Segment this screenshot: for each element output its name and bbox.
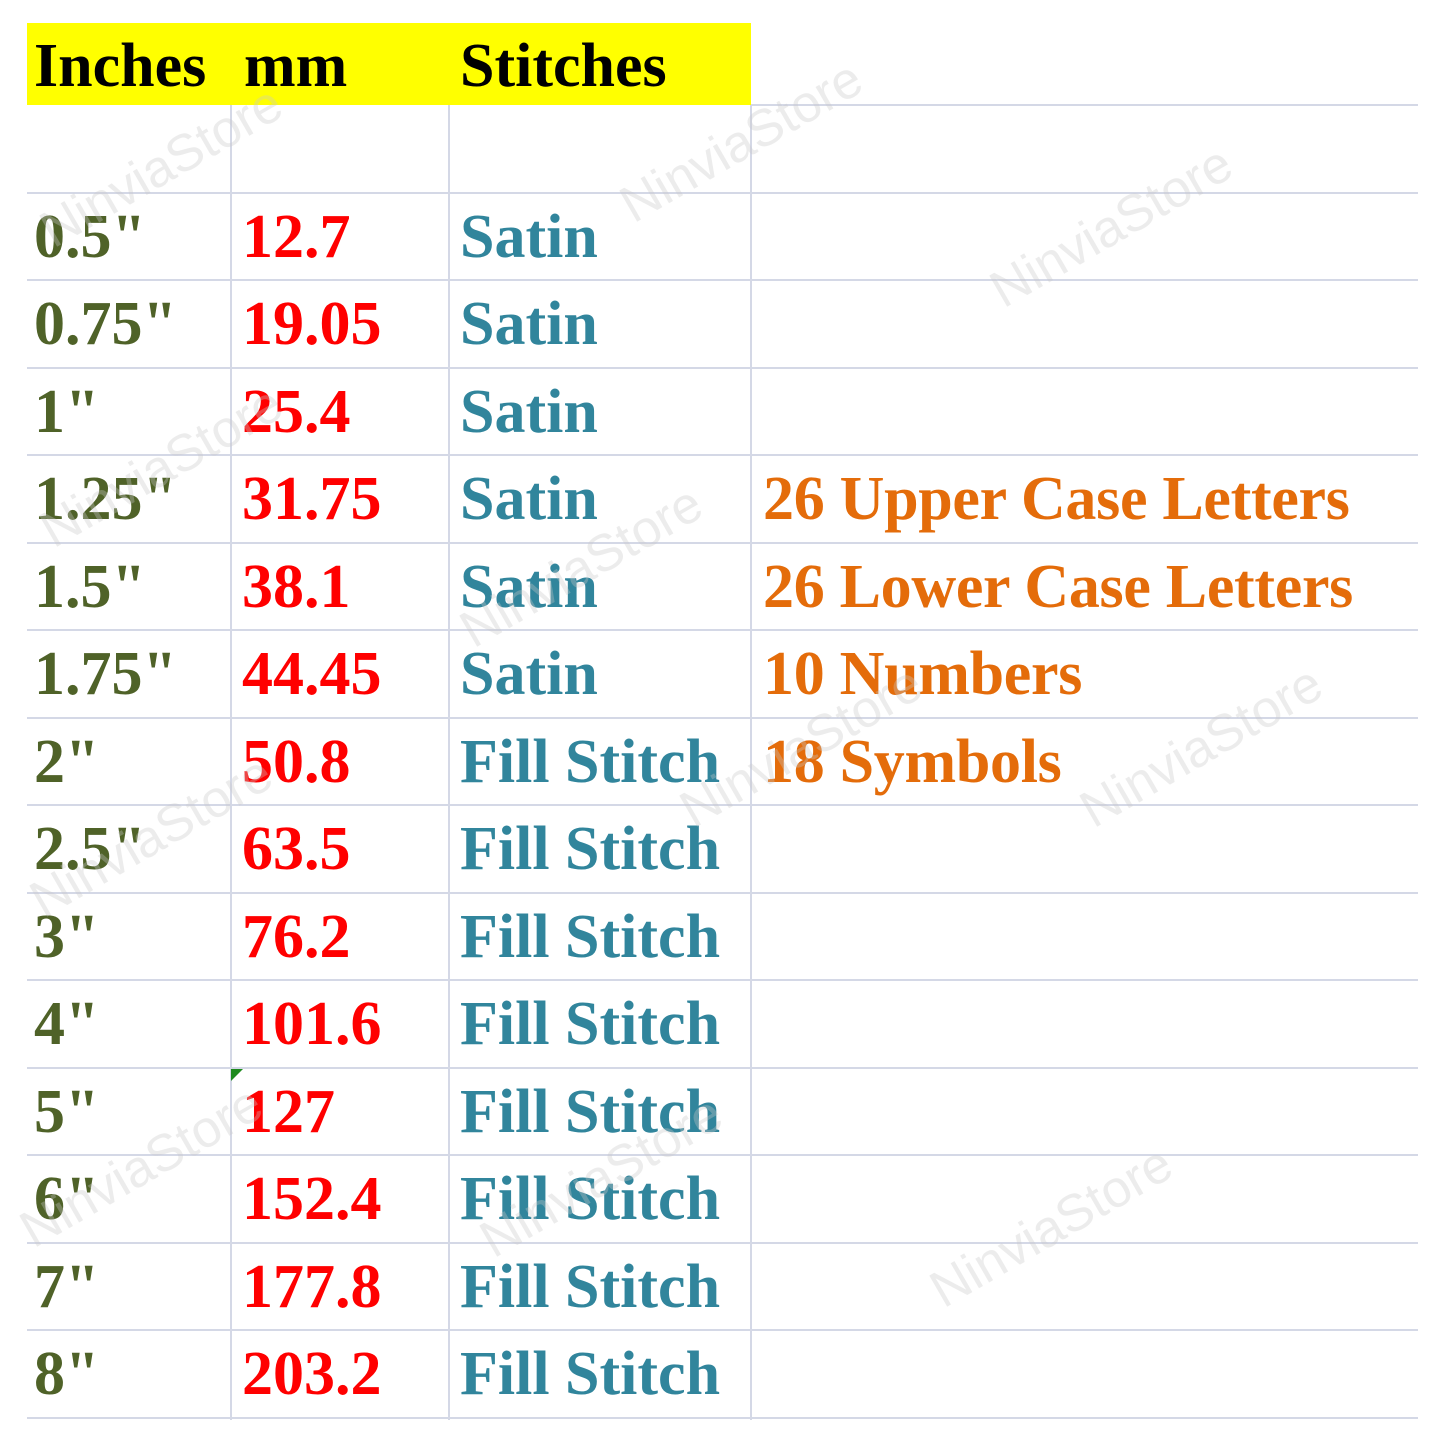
stitch-type-cell: Fill Stitch — [460, 815, 721, 883]
stitch-type-cell: Satin — [460, 290, 598, 358]
stitch-type-cell: Satin — [460, 465, 598, 533]
inches-cell: 4" — [34, 990, 100, 1058]
inches-cell: 7" — [34, 1252, 100, 1321]
row-divider — [27, 716, 1418, 719]
inches-cell: 2" — [34, 727, 100, 796]
stitch-type-cell: Satin — [460, 377, 598, 446]
row-divider — [27, 1154, 1418, 1156]
inches-cell: 0.75" — [34, 290, 177, 358]
notes-cell: 18 Symbols — [763, 727, 1062, 796]
row-divider — [27, 1416, 1418, 1419]
mm-cell: 76.2 — [242, 902, 351, 971]
stitch-type-cell: Fill Stitch — [460, 727, 721, 796]
mm-cell: 50.8 — [242, 727, 351, 796]
inches-cell: 1.25" — [34, 465, 177, 533]
row-divider — [27, 891, 1418, 894]
inches-cell: 5" — [34, 1077, 100, 1146]
notes-cell: 26 Upper Case Letters — [763, 465, 1350, 533]
row-divider — [27, 629, 1418, 631]
column-divider — [230, 105, 232, 1420]
stitch-type-cell: Satin — [460, 202, 598, 271]
stitch-type-cell: Fill Stitch — [460, 1165, 721, 1233]
header-inches: Inches — [34, 32, 207, 100]
mm-cell: 38.1 — [242, 552, 351, 621]
cell-error-indicator — [231, 1069, 243, 1081]
row-divider — [27, 1241, 1418, 1244]
inches-cell: 3" — [34, 902, 100, 971]
row-divider — [27, 804, 1418, 806]
row-divider — [27, 366, 1418, 369]
inches-cell: 1.5" — [34, 552, 146, 621]
stitch-type-cell: Fill Stitch — [460, 902, 721, 971]
stitch-type-cell: Fill Stitch — [460, 1340, 721, 1408]
row-divider — [27, 541, 1418, 544]
mm-cell: 177.8 — [242, 1252, 382, 1321]
notes-cell: 10 Numbers — [763, 640, 1083, 708]
mm-cell: 19.05 — [242, 290, 382, 358]
row-divider — [27, 1066, 1418, 1069]
watermark: NinviaStore — [1070, 654, 1333, 840]
inches-cell: 8" — [34, 1340, 100, 1408]
row-divider — [27, 279, 1418, 281]
column-divider — [448, 105, 450, 1420]
header-stitches: Stitches — [460, 32, 667, 100]
stitch-type-cell: Fill Stitch — [460, 1252, 721, 1321]
mm-cell: 101.6 — [242, 990, 382, 1058]
stitch-type-cell: Fill Stitch — [460, 990, 721, 1058]
inches-cell: 2.5" — [34, 815, 146, 883]
row-divider — [27, 454, 1418, 456]
row-divider — [751, 104, 1418, 106]
inches-cell: 1.75" — [34, 640, 177, 708]
mm-cell: 127 — [242, 1077, 335, 1146]
header-mm: mm — [244, 32, 348, 100]
watermark: NinviaStore — [980, 134, 1243, 320]
row-divider — [27, 979, 1418, 981]
column-divider — [750, 105, 752, 1420]
inches-cell: 1" — [34, 377, 100, 446]
stitch-type-cell: Fill Stitch — [460, 1077, 721, 1146]
mm-cell: 31.75 — [242, 465, 382, 533]
watermark: NinviaStore — [920, 1134, 1183, 1320]
mm-cell: 25.4 — [242, 377, 351, 446]
mm-cell: 152.4 — [242, 1165, 382, 1233]
header-row-background — [27, 23, 751, 105]
mm-cell: 63.5 — [242, 815, 351, 883]
stitch-type-cell: Satin — [460, 552, 598, 621]
mm-cell: 203.2 — [242, 1340, 382, 1408]
notes-cell: 26 Lower Case Letters — [763, 552, 1353, 621]
stitch-type-cell: Satin — [460, 640, 598, 708]
inches-cell: 6" — [34, 1165, 100, 1233]
row-divider — [27, 1329, 1418, 1331]
mm-cell: 12.7 — [242, 202, 351, 271]
row-divider — [27, 191, 1418, 194]
mm-cell: 44.45 — [242, 640, 382, 708]
inches-cell: 0.5" — [34, 202, 146, 271]
